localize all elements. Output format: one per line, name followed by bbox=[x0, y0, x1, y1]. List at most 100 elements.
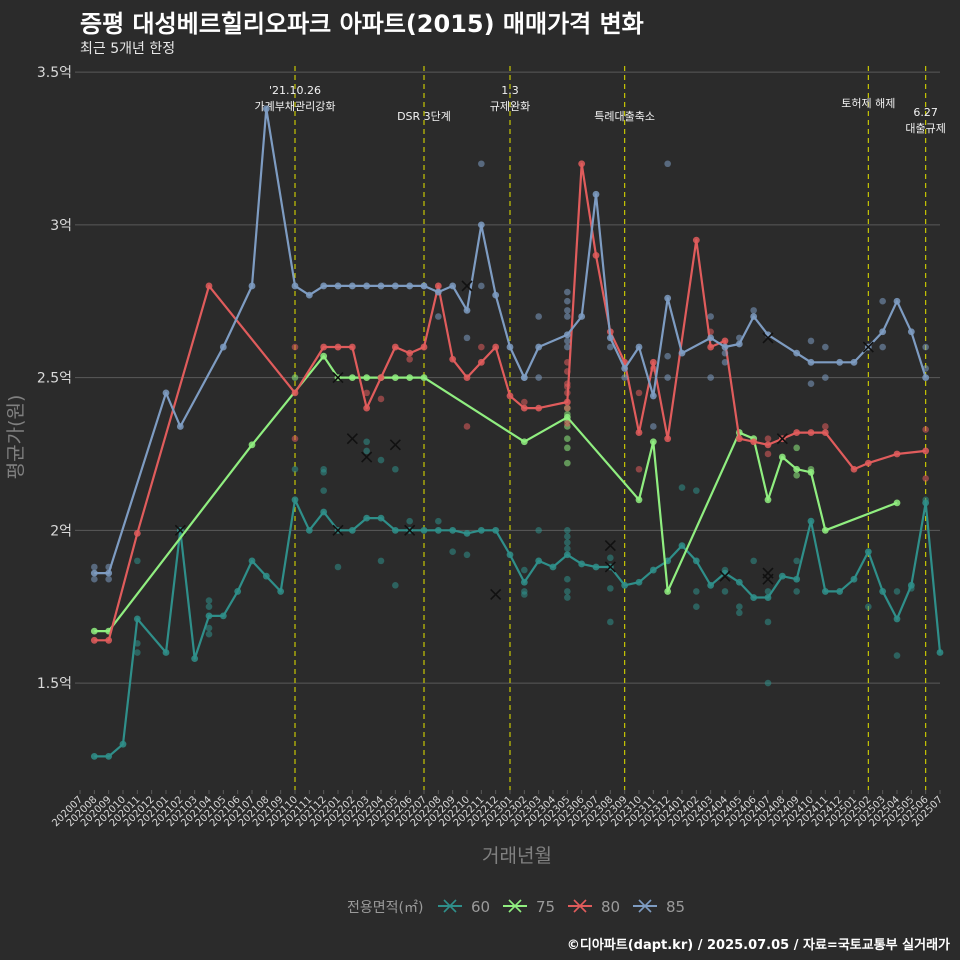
line-point bbox=[793, 465, 801, 473]
line-point bbox=[248, 557, 256, 565]
legend-cross bbox=[638, 899, 652, 913]
line-point bbox=[649, 392, 657, 400]
line-point bbox=[893, 499, 901, 507]
data-point bbox=[564, 288, 571, 296]
data-point bbox=[664, 352, 671, 360]
data-point bbox=[564, 527, 571, 534]
line-point bbox=[492, 291, 500, 299]
data-point bbox=[91, 575, 98, 583]
data-point bbox=[91, 563, 98, 571]
data-point bbox=[707, 374, 714, 381]
line-point bbox=[764, 441, 772, 449]
line-point bbox=[420, 374, 428, 381]
cross-marker bbox=[361, 451, 373, 463]
line-point bbox=[320, 343, 328, 351]
data-point bbox=[635, 389, 643, 397]
line-point bbox=[133, 615, 141, 623]
line-point bbox=[879, 328, 887, 336]
line-point bbox=[678, 542, 686, 550]
x-axis-ticks: 2020072020082020092020102020112020122021… bbox=[50, 790, 945, 829]
line-point bbox=[90, 627, 98, 635]
data-point bbox=[721, 349, 729, 357]
line-point bbox=[793, 349, 801, 357]
event-label: '21.10.26 bbox=[269, 84, 321, 97]
data-point bbox=[435, 517, 442, 525]
line-point bbox=[348, 282, 356, 290]
data-point bbox=[564, 533, 571, 540]
line-point bbox=[90, 636, 98, 644]
line-point bbox=[420, 343, 428, 351]
data-point bbox=[291, 435, 299, 442]
data-point bbox=[564, 343, 571, 351]
data-point bbox=[134, 649, 141, 656]
line-point bbox=[635, 578, 643, 586]
cross-marker bbox=[762, 573, 774, 585]
data-point bbox=[564, 575, 571, 583]
cross-marker bbox=[346, 433, 358, 445]
line-point bbox=[735, 435, 743, 443]
line-point bbox=[363, 404, 371, 412]
data-point bbox=[334, 563, 342, 571]
line-point bbox=[291, 389, 299, 397]
line-point bbox=[664, 588, 672, 595]
line-point bbox=[635, 343, 643, 351]
line-point bbox=[535, 343, 543, 351]
data-point bbox=[793, 444, 800, 452]
line-point bbox=[764, 594, 772, 601]
series-75 bbox=[90, 352, 901, 635]
line-point bbox=[291, 282, 299, 290]
data-point bbox=[205, 603, 213, 611]
line-point bbox=[520, 404, 528, 412]
data-point bbox=[693, 603, 700, 611]
cross-marker bbox=[389, 439, 401, 451]
data-point bbox=[363, 438, 370, 446]
line-point bbox=[320, 508, 328, 516]
data-point bbox=[922, 475, 929, 482]
line-point bbox=[563, 413, 571, 421]
data-point bbox=[320, 487, 327, 494]
y-tick-label: 1.5억 bbox=[37, 676, 72, 692]
line-point bbox=[707, 334, 715, 342]
line-point bbox=[750, 594, 758, 601]
line-point bbox=[793, 575, 801, 583]
data-point bbox=[291, 465, 299, 473]
line-point bbox=[520, 578, 528, 586]
data-point bbox=[463, 334, 471, 342]
data-point bbox=[721, 359, 729, 366]
line-point bbox=[391, 282, 399, 290]
cross-marker bbox=[490, 588, 502, 601]
data-point bbox=[607, 585, 614, 592]
line-point bbox=[506, 392, 514, 400]
data-point bbox=[693, 487, 700, 494]
line-point bbox=[320, 282, 328, 290]
data-point bbox=[392, 582, 399, 589]
line-point bbox=[363, 514, 371, 522]
data-point bbox=[607, 554, 614, 562]
data-point bbox=[564, 545, 571, 552]
x-axis-title: 거래년월 bbox=[482, 845, 552, 867]
line-point bbox=[707, 581, 715, 589]
chart-subtitle: 최근 5개년 한정 bbox=[80, 41, 176, 57]
data-point bbox=[105, 575, 112, 583]
line-point bbox=[520, 374, 528, 381]
cross-marker bbox=[762, 332, 774, 344]
line-point bbox=[363, 282, 371, 290]
data-point bbox=[478, 160, 485, 168]
line-point bbox=[664, 294, 672, 302]
y-axis-ticks: 1.5억 2억 2.5억 3억 3.5억 bbox=[37, 65, 80, 692]
line-point bbox=[477, 526, 485, 534]
cross-marker bbox=[332, 524, 344, 536]
line-point bbox=[879, 588, 887, 595]
line-point bbox=[692, 557, 700, 565]
line-point bbox=[162, 389, 170, 397]
line-point bbox=[219, 343, 227, 351]
line-point bbox=[391, 343, 399, 351]
series-60 bbox=[90, 433, 944, 760]
line-point bbox=[434, 282, 442, 290]
data-point bbox=[764, 679, 772, 687]
chart-caption: ©디아파트(dapt.kr) / 2025.07.05 / 자료=국토교통부 실… bbox=[566, 938, 950, 953]
line-point bbox=[635, 429, 643, 436]
data-point bbox=[607, 618, 614, 626]
line-point bbox=[191, 655, 199, 663]
line-point bbox=[277, 588, 285, 595]
